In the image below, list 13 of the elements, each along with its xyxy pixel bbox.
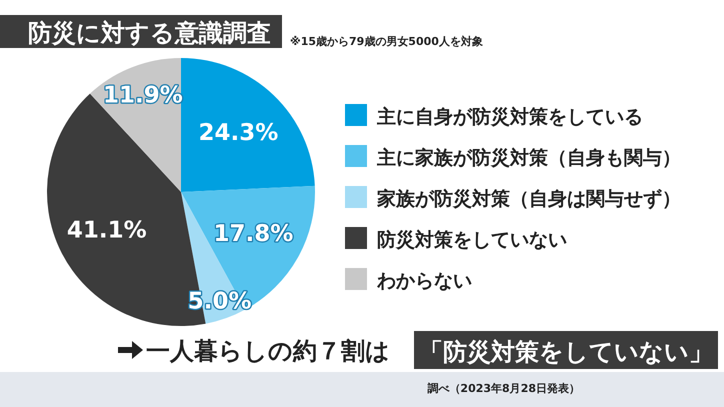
legend-label: 主に自身が防災対策をしている: [376, 106, 643, 128]
data-label: 17.8%: [213, 220, 294, 247]
chart-subtitle: ※15歳から79歳の男女5000人を対象: [290, 35, 483, 48]
legend-label: 主に家族が防災対策（自身も関与）: [376, 147, 681, 169]
text: 一人暮らしの約７割は: [146, 337, 390, 365]
legend-label: わからない: [376, 270, 472, 292]
text: 調べ（2023年8月28日発表）: [427, 382, 580, 395]
data-label: 24.3%: [198, 120, 278, 146]
chart-title: 防災に対する意識調査: [28, 19, 271, 47]
legend-label: 防災対策をしていない: [377, 229, 567, 251]
legend-label: 家族が防災対策（自身は関与せず）: [376, 188, 681, 210]
text: 「防災対策をしていない」: [419, 338, 713, 366]
data-label: 41.1%: [66, 217, 147, 244]
